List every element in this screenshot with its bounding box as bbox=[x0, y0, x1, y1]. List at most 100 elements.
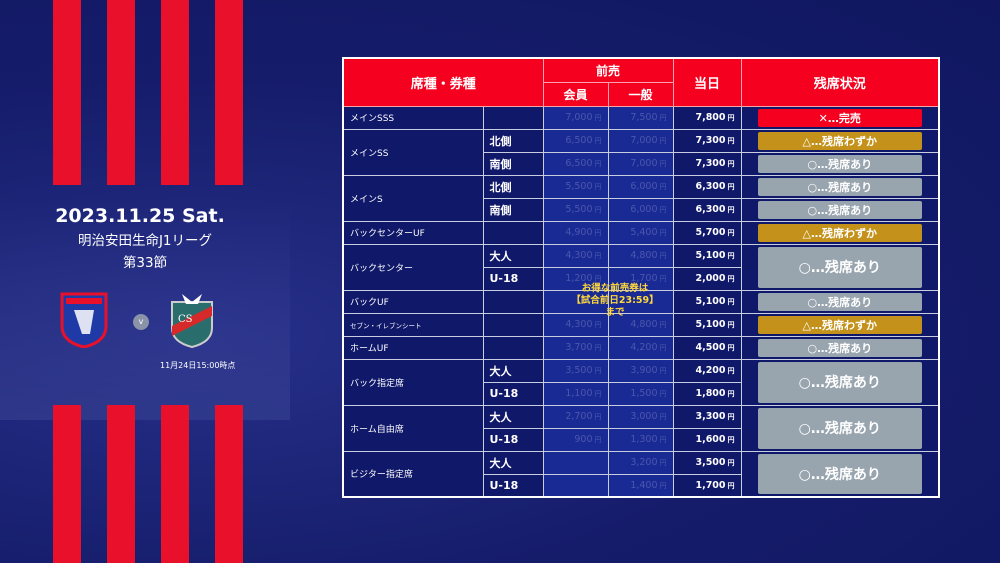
general-price-value: 7,000 bbox=[630, 158, 658, 169]
member-price-value: 1,100 bbox=[565, 388, 593, 399]
consadole-sapporo-logo: CS bbox=[171, 294, 213, 348]
ticket-category: 大人 bbox=[482, 243, 544, 268]
general-price-value: 7,000 bbox=[630, 135, 658, 146]
ticket-category: 北側 bbox=[482, 128, 544, 153]
ticket-category bbox=[482, 312, 544, 337]
general-price: 3,200 円 bbox=[607, 450, 674, 475]
status-cell: ○…残席あり bbox=[740, 289, 940, 314]
yen-unit: 円 bbox=[727, 367, 735, 375]
member-price-value: 3,500 bbox=[565, 365, 593, 376]
table-row: ホームUF 3,700 円 4,200 円 4,500 円 ○…残席あり bbox=[342, 335, 940, 360]
ticket-category: U-18 bbox=[482, 381, 544, 406]
status-badge: ○…残席あり bbox=[757, 453, 923, 494]
yen-unit: 円 bbox=[659, 413, 667, 421]
header-seat-type: 席種・券種 bbox=[342, 57, 544, 107]
ticket-category bbox=[482, 289, 544, 314]
yen-unit: 円 bbox=[659, 459, 667, 467]
ticket-category bbox=[482, 105, 544, 130]
header-status: 残席状況 bbox=[740, 57, 940, 107]
day-of-price: 6,300 円 bbox=[672, 197, 742, 222]
member-price-value: 4,300 bbox=[565, 250, 593, 261]
day-of-price: 1,800 円 bbox=[672, 381, 742, 406]
status-badge: ○…残席あり bbox=[757, 154, 923, 173]
day-of-price-value: 1,700 bbox=[695, 479, 726, 491]
table-row: メインSSS 7,000 円 7,500 円 7,800 円 ✕…完売 bbox=[342, 105, 940, 130]
status-cell: ○…残席あり bbox=[740, 404, 940, 452]
red-stripe bbox=[215, 0, 243, 185]
member-price: 6,500 円 bbox=[542, 151, 609, 176]
general-price: 4,800 円 bbox=[607, 243, 674, 268]
day-of-price-value: 7,800 bbox=[695, 112, 726, 123]
day-of-price-value: 5,700 bbox=[695, 227, 726, 238]
seat-name: セブン・イレブンシート bbox=[342, 312, 484, 337]
table-row: U-18 1,200 円 1,700 円 2,000 円 bbox=[343, 266, 939, 291]
general-price-value: 3,900 bbox=[630, 365, 658, 376]
day-of-price: 7,300 円 bbox=[672, 128, 742, 153]
header-day-of: 当日 bbox=[672, 57, 742, 107]
general-price: 4,800 円 bbox=[607, 312, 674, 337]
seat-name: バック指定席 bbox=[342, 358, 484, 406]
day-of-price: 6,300 円 bbox=[672, 174, 742, 199]
general-price-value: 3,200 bbox=[630, 457, 658, 468]
status-badge: ○…残席あり bbox=[757, 407, 923, 449]
day-of-price-value: 5,100 bbox=[695, 296, 726, 307]
header-advance: 前売 bbox=[542, 57, 674, 83]
table-row: 南側 5,500 円 6,000 円 6,300 円 ○…残席あり bbox=[343, 197, 940, 222]
note-line: お得な前売券は bbox=[581, 283, 649, 294]
seat-name: メインSSS bbox=[342, 105, 484, 130]
member-price: 1,200 円 bbox=[542, 266, 609, 291]
general-price-value: 1,700 bbox=[630, 273, 658, 284]
table-row: バックセンターUF 4,900 円 5,400 円 5,700 円 △…残席わずか bbox=[342, 220, 940, 245]
general-price-value: 1,500 bbox=[630, 388, 658, 399]
status-cell: △…残席わずか bbox=[740, 312, 940, 337]
seat-name: メインS bbox=[342, 174, 484, 222]
day-of-price: 7,300 円 bbox=[672, 151, 742, 176]
yen-unit: 円 bbox=[594, 206, 602, 214]
general-price-value: 1,400 bbox=[630, 479, 658, 491]
member-price: 5,500 円 bbox=[542, 174, 609, 199]
status-badge: ○…残席あり bbox=[757, 292, 923, 311]
yen-unit: 円 bbox=[727, 481, 735, 490]
general-price: 5,400 円 bbox=[607, 220, 674, 245]
member-price-value: 900 bbox=[574, 434, 593, 445]
table-row: バックUF 5,100 円 ○…残席あり bbox=[342, 289, 940, 314]
member-price-value: 1,200 bbox=[565, 273, 593, 284]
yen-unit: 円 bbox=[727, 275, 735, 283]
day-of-price: 5,700 円 bbox=[672, 220, 742, 245]
day-of-price-value: 6,300 bbox=[695, 204, 726, 215]
member-price-value: 4,900 bbox=[565, 227, 593, 238]
status-cell: ○…残席あり bbox=[740, 197, 940, 222]
yen-unit: 円 bbox=[727, 137, 735, 145]
red-stripe bbox=[53, 405, 81, 563]
member-price bbox=[542, 450, 609, 475]
yen-unit: 円 bbox=[594, 160, 602, 168]
member-price-value: 2,700 bbox=[565, 411, 593, 422]
day-of-price-value: 7,300 bbox=[695, 158, 726, 169]
general-price: 7,500 円 bbox=[607, 105, 674, 130]
yen-unit: 円 bbox=[727, 252, 735, 260]
status-cell: ○…残席あり bbox=[740, 358, 940, 406]
day-of-price: 5,100 円 bbox=[672, 289, 742, 314]
yen-unit: 円 bbox=[594, 275, 602, 283]
ticket-category: 北側 bbox=[482, 174, 544, 199]
status-badge: ○…残席あり bbox=[757, 361, 923, 403]
match-section: 第33節 bbox=[122, 255, 168, 271]
yen-unit: 円 bbox=[727, 459, 735, 467]
member-price-value: 4,300 bbox=[565, 319, 593, 330]
member-price: 4,900 円 bbox=[542, 220, 609, 245]
general-price: 1,500 円 bbox=[607, 381, 674, 406]
yen-unit: 円 bbox=[727, 390, 735, 398]
yen-unit: 円 bbox=[727, 298, 735, 306]
table-row: ホーム自由席 大人 2,700 円 3,000 円 3,300 円 ○…残席あり bbox=[342, 404, 940, 452]
city-skyline-image bbox=[0, 200, 290, 420]
member-price: 4,300 円 bbox=[542, 312, 609, 337]
status-badge: ○…残席あり bbox=[757, 338, 923, 357]
yen-unit: 円 bbox=[594, 252, 602, 260]
yen-unit: 円 bbox=[727, 321, 735, 329]
day-of-price: 2,000 円 bbox=[672, 266, 742, 291]
general-price: 1,400 円 bbox=[607, 473, 674, 498]
table-row: メインS 北側 5,500 円 6,000 円 6,300 円 ○…残席あり bbox=[342, 174, 940, 222]
member-price-value: 5,500 bbox=[565, 181, 593, 192]
day-of-price-value: 4,200 bbox=[695, 365, 726, 376]
day-of-price: 4,500 円 bbox=[672, 335, 742, 360]
